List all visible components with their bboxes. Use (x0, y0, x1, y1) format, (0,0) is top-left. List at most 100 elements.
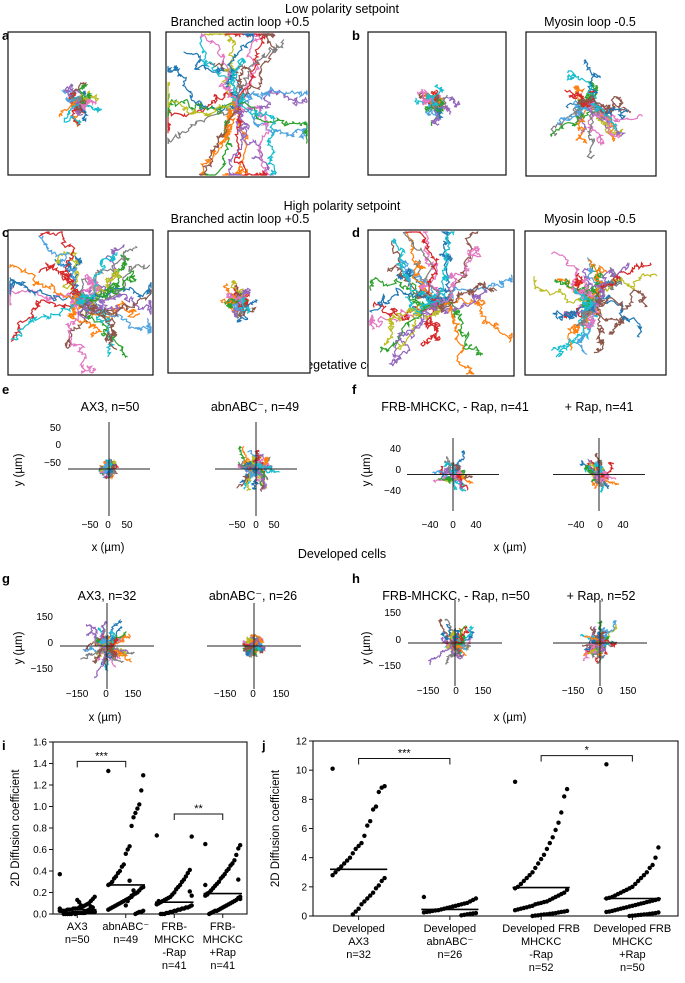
track-path (402, 231, 445, 304)
tick-e1-x-50: 50 (121, 520, 133, 531)
panel-label-d: d (352, 225, 360, 240)
data-point (604, 762, 609, 767)
tick-h1-x-m150: −150 (417, 686, 440, 697)
sim-title-b: Myosin loop -0.5 (544, 15, 636, 29)
data-point (627, 913, 632, 919)
track-path (64, 300, 97, 375)
track-plot-h-plus-rap (553, 600, 647, 686)
x-axis-label-f: x (µm) (494, 542, 527, 554)
track-path (237, 103, 277, 176)
tick-e-y-50: 50 (50, 423, 62, 434)
data-point (342, 861, 347, 866)
data-point (376, 883, 381, 888)
x-tick-label: n=41 (210, 960, 235, 972)
y-tick-label: 0.0 (33, 910, 47, 921)
track-path (597, 636, 607, 653)
data-point (189, 834, 194, 839)
tick-f-y-0: 0 (395, 465, 401, 476)
data-point (647, 865, 652, 871)
y-tick-label: 10 (296, 766, 308, 777)
tick-e2-x-m50: −50 (229, 520, 246, 531)
x-tick-label: AX3 (67, 921, 88, 933)
x-tick-label: +Rap (209, 947, 236, 959)
panel-label-c: c (2, 225, 9, 240)
track-path (454, 642, 467, 656)
track-path (240, 460, 257, 470)
data-point (544, 846, 550, 852)
x-axis-label-h: x (µm) (494, 712, 527, 724)
track-path (580, 281, 601, 310)
tick-h-y-150: 150 (384, 608, 401, 619)
data-point (347, 855, 353, 860)
significance-bracket (76, 760, 127, 768)
data-point (376, 789, 381, 795)
tick-g2-x-m150: −150 (214, 689, 237, 700)
data-point (656, 845, 661, 850)
data-point (57, 872, 62, 877)
data-point (224, 868, 229, 874)
y-axis-label-g: y (µm) (13, 631, 25, 664)
tick-g-y-150: 150 (36, 612, 53, 623)
data-point (368, 893, 373, 898)
track-path (368, 287, 449, 313)
track-path (224, 33, 255, 105)
tick-e1-x-m50: −50 (82, 520, 99, 531)
x-tick-label: abnABC⁻ (426, 936, 473, 948)
data-point (127, 844, 132, 849)
y-axis-label-e: y (µm) (13, 453, 25, 486)
data-point (119, 864, 125, 869)
data-point (106, 907, 111, 912)
data-point (154, 902, 159, 907)
y-tick-label: 0.4 (33, 867, 47, 878)
x-tick-label: Developed FRB (502, 923, 580, 935)
section-vegetative: Vegetative cells (299, 358, 386, 372)
data-point (373, 804, 379, 809)
track-path (106, 630, 116, 647)
track-path (590, 102, 618, 131)
data-point (236, 877, 241, 882)
tick-h2-x-0: 0 (597, 686, 603, 697)
track-path (422, 96, 438, 106)
data-point (653, 855, 658, 860)
sim-box-c-branched-actin (167, 230, 311, 374)
track-path (10, 298, 81, 341)
data-point (421, 910, 427, 915)
data-point (92, 909, 97, 915)
x-tick-label: +Rap (619, 949, 646, 961)
data-point (530, 913, 535, 919)
panel-label-h: h (352, 571, 360, 586)
tick-g2-x-150: 150 (273, 689, 290, 700)
track-path (63, 103, 83, 125)
track-path (167, 81, 239, 117)
track-path (9, 277, 81, 304)
track-path (38, 235, 84, 306)
panel-label-b: b (352, 28, 360, 43)
data-point (536, 861, 541, 866)
track-path (199, 32, 238, 106)
data-point (154, 833, 159, 838)
data-point (344, 858, 350, 863)
data-point (131, 888, 136, 893)
track-path (453, 625, 474, 645)
data-point (131, 815, 136, 820)
data-point (530, 870, 535, 875)
track-plot-g-abnabc (207, 603, 301, 689)
track-path (79, 270, 137, 303)
x-tick-label: FRB- (210, 921, 236, 933)
x-tick-label: n=49 (113, 934, 138, 946)
significance-label: *** (95, 750, 109, 762)
tick-f-y-m40: −40 (384, 486, 401, 497)
track-path (167, 103, 239, 145)
data-point (638, 875, 644, 881)
x-tick-label: n=32 (346, 949, 371, 961)
chart-j-diffusion: 0 2 4 6 8 10 12 2D Diffusion coefficient Develop… (270, 737, 679, 974)
track-path (438, 301, 475, 375)
track-path (440, 297, 513, 343)
data-point (370, 890, 376, 895)
track-path (219, 100, 239, 149)
chart-i-diffusion: 0.0 0.2 0.4 0.6 0.8 1.0 1.2 1.4 1.6 2D Diffusion … (10, 738, 248, 972)
y-tick-label: 1.2 (33, 781, 47, 792)
track-path (238, 296, 251, 314)
y-tick-label: 0.8 (33, 824, 47, 835)
data-point (330, 766, 335, 771)
